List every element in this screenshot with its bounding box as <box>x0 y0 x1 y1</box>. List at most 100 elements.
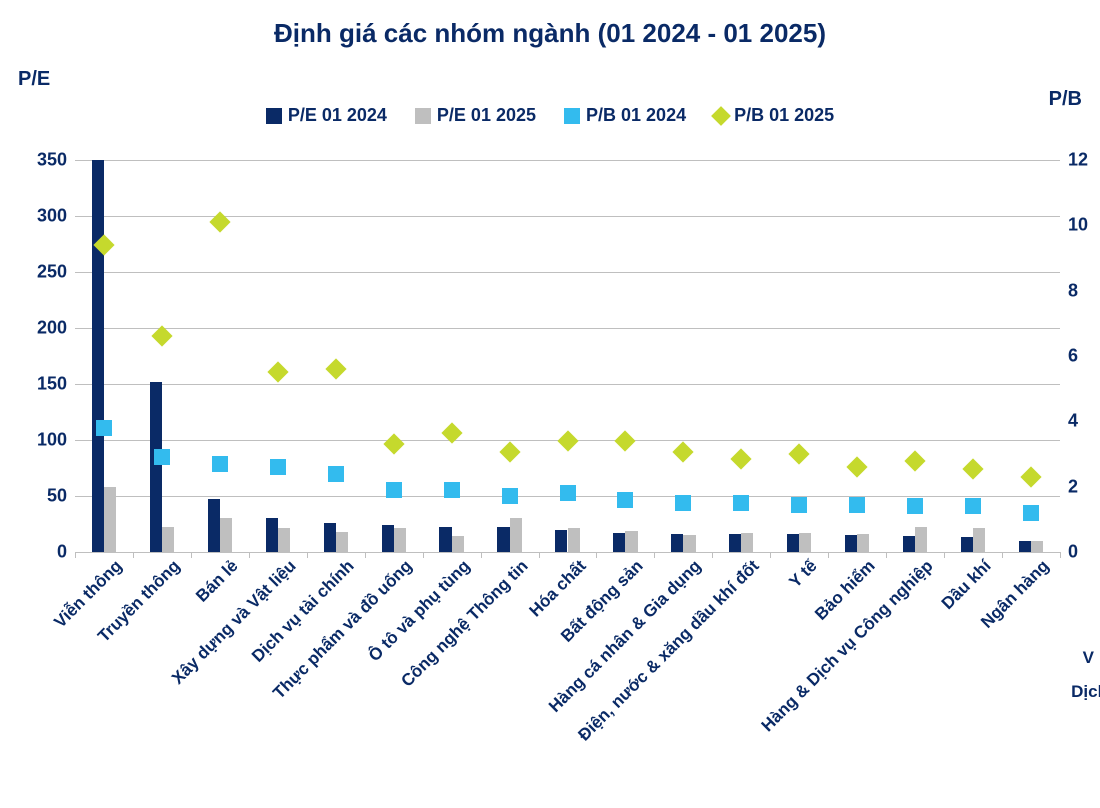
chart-legend: P/E 01 2024 P/E 01 2025 P/B 01 2024 P/B 01 … <box>0 105 1100 126</box>
legend-label: P/B 01 2024 <box>586 105 686 126</box>
diamond-marker <box>673 442 694 463</box>
bar <box>568 528 580 552</box>
diamond-marker <box>905 450 926 471</box>
bar <box>220 518 232 552</box>
bar <box>729 534 741 552</box>
bar <box>625 531 637 552</box>
y-tick-left: 350 <box>37 150 75 171</box>
bar <box>104 487 116 552</box>
bar <box>903 536 915 552</box>
x-tick <box>828 552 829 558</box>
square-marker <box>502 488 518 504</box>
bar <box>208 499 220 552</box>
legend-label: P/B 01 2025 <box>734 105 834 126</box>
x-tick <box>249 552 250 558</box>
bar <box>857 534 869 552</box>
gridline <box>75 160 1060 161</box>
gridline <box>75 328 1060 329</box>
legend-item: P/E 01 2025 <box>415 105 536 126</box>
x-tick <box>191 552 192 558</box>
bar <box>452 536 464 552</box>
x-tick <box>307 552 308 558</box>
bar <box>162 527 174 552</box>
x-tick <box>1002 552 1003 558</box>
x-tick <box>423 552 424 558</box>
x-tick <box>75 552 76 558</box>
y-tick-left: 250 <box>37 262 75 283</box>
cutoff-label: Dịch <box>1071 682 1100 702</box>
bar <box>799 533 811 552</box>
legend-swatch <box>711 106 731 126</box>
gridline <box>75 384 1060 385</box>
y-tick-right: 4 <box>1060 411 1078 432</box>
plot-area: 050100150200250300350024681012Viễn thông… <box>75 160 1060 552</box>
cutoff-label: V <box>1083 648 1094 668</box>
x-tick <box>1060 552 1061 558</box>
diamond-marker <box>267 362 288 383</box>
bar <box>845 535 857 552</box>
bar <box>683 535 695 552</box>
chart-title: Định giá các nhóm ngành (01 2024 - 01 20… <box>0 18 1100 49</box>
gridline <box>75 272 1060 273</box>
square-marker <box>154 449 170 465</box>
legend-swatch <box>415 108 431 124</box>
diamond-marker <box>962 458 983 479</box>
diamond-marker <box>731 448 752 469</box>
bar <box>613 533 625 552</box>
diamond-marker <box>847 456 868 477</box>
bar <box>439 527 451 552</box>
square-marker <box>212 456 228 472</box>
bar <box>961 537 973 552</box>
square-marker <box>560 485 576 501</box>
y-tick-right: 2 <box>1060 476 1078 497</box>
y-tick-left: 200 <box>37 318 75 339</box>
diamond-marker <box>1020 466 1041 487</box>
bar <box>278 528 290 552</box>
diamond-marker <box>557 430 578 451</box>
bar <box>1019 541 1031 552</box>
x-tick <box>596 552 597 558</box>
bar <box>266 518 278 552</box>
x-tick <box>770 552 771 558</box>
bar <box>382 525 394 552</box>
x-tick <box>365 552 366 558</box>
y-tick-left: 300 <box>37 206 75 227</box>
bar <box>150 382 162 552</box>
bar <box>92 160 104 552</box>
square-marker <box>733 495 749 511</box>
square-marker <box>328 466 344 482</box>
legend-swatch <box>564 108 580 124</box>
left-axis-title: P/E <box>18 68 50 91</box>
square-marker <box>444 482 460 498</box>
legend-label: P/E 01 2024 <box>288 105 387 126</box>
bar <box>787 534 799 552</box>
square-marker <box>907 498 923 514</box>
y-tick-left: 0 <box>57 542 75 563</box>
square-marker <box>386 482 402 498</box>
bar <box>973 528 985 552</box>
bar <box>324 523 336 552</box>
bar <box>1031 541 1043 552</box>
y-tick-right: 10 <box>1060 215 1088 236</box>
diamond-marker <box>325 358 346 379</box>
square-marker <box>1023 505 1039 521</box>
y-tick-left: 100 <box>37 430 75 451</box>
y-tick-left: 50 <box>47 486 75 507</box>
diamond-marker <box>789 443 810 464</box>
square-marker <box>791 497 807 513</box>
category-label: Y tế <box>781 552 821 592</box>
diamond-marker <box>209 211 230 232</box>
sector-valuation-chart: Định giá các nhóm ngành (01 2024 - 01 20… <box>0 0 1100 808</box>
square-marker <box>965 498 981 514</box>
y-tick-right: 8 <box>1060 280 1078 301</box>
diamond-marker <box>615 430 636 451</box>
bar <box>555 530 567 552</box>
x-tick <box>539 552 540 558</box>
x-tick <box>712 552 713 558</box>
y-tick-right: 0 <box>1060 542 1078 563</box>
square-marker <box>849 497 865 513</box>
bar <box>394 528 406 552</box>
legend-label: P/E 01 2025 <box>437 105 536 126</box>
x-tick <box>886 552 887 558</box>
x-tick <box>481 552 482 558</box>
